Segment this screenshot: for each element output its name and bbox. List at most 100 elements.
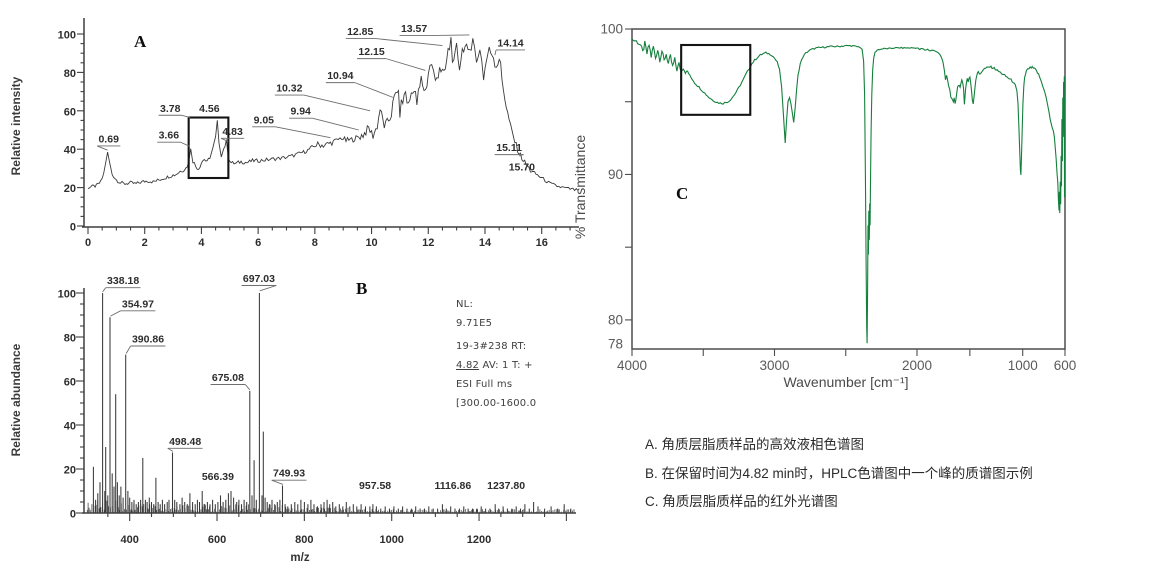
y-tick-label: 60 [64, 106, 76, 118]
x-tick-label: 600 [1054, 358, 1077, 373]
peak-label: 390.86 [132, 334, 164, 346]
x-tick-label: 400 [120, 534, 138, 546]
x-tick-label: 4 [198, 237, 205, 249]
x-tick-label: 1000 [379, 534, 403, 546]
peak-leader-line [312, 117, 359, 131]
peak-leader-line [354, 82, 393, 98]
caption-c: C. 角质层脂质样品的红外光谱图 [645, 494, 838, 509]
peak-label: 15.11 [496, 142, 522, 154]
y-tick-label: 0 [70, 509, 76, 521]
caption-b: B. 在保留时间为4.82 min时，HPLC色谱图中一个峰的质谱图示例 [645, 465, 1033, 481]
chart-c-x-axis-title: Wavenumber [cm⁻¹] [783, 374, 909, 390]
x-tick-label: 6 [255, 237, 261, 249]
figure-captions: A. 角质层脂质样品的高效液相色谱图 B. 在保留时间为4.82 min时，HP… [645, 431, 1033, 517]
panel-letter-b: B [356, 279, 368, 298]
caption-a: A. 角质层脂质样品的高效液相色谱图 [645, 437, 865, 452]
x-tick-label: 16 [536, 237, 548, 249]
peak-leader-line [385, 58, 426, 71]
ms-annotation-line: 4.82 AV: 1 T: + [456, 356, 536, 375]
peak-label: 9.05 [254, 114, 275, 126]
peak-leader-line [428, 34, 470, 37]
y-tick-label: 90 [608, 167, 623, 182]
peak-leader-line [96, 145, 108, 151]
y-tick-label: 100 [58, 30, 76, 42]
y-tick-label: 80 [64, 68, 76, 80]
peak-label: 3.66 [159, 130, 180, 142]
y-tick-label: 60 [64, 377, 76, 389]
panel-letter-c: C [676, 184, 689, 203]
peak-label: 9.94 [290, 106, 311, 118]
peak-label: 957.58 [359, 480, 391, 492]
panel-letter-a: A [134, 32, 147, 51]
peak-label: 4.83 [222, 126, 243, 138]
peak-leader-line [259, 285, 277, 292]
ms-annotation-line: [300.00-1600.0 [456, 398, 537, 409]
x-tick-label: 600 [208, 534, 226, 546]
peak-label: 675.08 [212, 372, 244, 384]
plot-frame [631, 28, 1066, 350]
spectrum-trace [87, 37, 579, 192]
spectrum-trace [631, 38, 1066, 344]
ms-annotation-line: 19-3#238 RT: [456, 341, 527, 352]
panel-a-hplc-chart: 0 2 4 6 8 10 12 14 16 0 20 40 60 80 100 0.69 3.66 3.78 4.5… [58, 18, 579, 249]
y-tick-label: 100 [600, 22, 623, 37]
peak-label: 12.15 [358, 46, 384, 58]
peak-label: 566.39 [202, 471, 234, 483]
peak-leader-line [271, 479, 284, 485]
y-tick-label: 100 [58, 289, 76, 301]
peak-leader-line [494, 49, 497, 56]
peak-leader-line [102, 287, 107, 293]
ms-annotation-line: 9.71E5 [456, 318, 493, 329]
peak-label: 15.70 [509, 161, 535, 173]
ms-annotation-line-rest: AV: 1 T: + [479, 360, 533, 371]
y-tick-label: 40 [64, 421, 76, 433]
peak-leader-line [110, 310, 121, 317]
peak-label: 338.18 [107, 275, 139, 287]
peak-leader-line [244, 384, 251, 391]
peak-leader-line [125, 345, 132, 354]
peak-label: 14.14 [497, 37, 523, 49]
x-tick-label: 0 [85, 237, 91, 249]
y-tick-label: 20 [64, 465, 76, 477]
ms-scan-annotation: NL: 9.71E5 19-3#238 RT: 4.82 AV: 1 T: + … [456, 295, 536, 413]
peak-label: 1237.80 [487, 480, 525, 492]
y-tick-label: 20 [64, 183, 76, 195]
peak-leader-line [180, 141, 190, 147]
x-tick-label: 3000 [759, 358, 789, 373]
x-tick-label: 14 [479, 237, 492, 249]
x-tick-label: 1200 [467, 534, 491, 546]
y-tick-label: 80 [64, 333, 76, 345]
peak-leader-line [181, 114, 191, 118]
peak-label: 4.56 [199, 103, 220, 115]
peak-leader-line [167, 447, 174, 452]
peak-label: 10.94 [327, 70, 353, 82]
peak-leader-line [518, 154, 524, 157]
zoom-region-box [187, 116, 230, 180]
ms-annotation-line: NL: [456, 299, 474, 310]
x-tick-label: 10 [365, 237, 377, 249]
peak-label: 749.93 [273, 468, 305, 480]
x-tick-label: 4000 [617, 358, 647, 373]
y-tick-label: 40 [64, 145, 76, 157]
y-tick-label: 0 [70, 222, 76, 234]
peak-label: 3.78 [160, 103, 181, 115]
x-tick-label: 1000 [1008, 358, 1038, 373]
peak-label: 498.48 [169, 436, 201, 448]
peak-label: 1116.86 [434, 480, 471, 492]
peak-label: 10.32 [276, 83, 302, 95]
chart-a-y-axis-title: Relative intensity [9, 76, 23, 176]
x-tick-label: 8 [312, 237, 318, 249]
x-tick-label: 2000 [902, 358, 932, 373]
peak-leader-line [303, 94, 371, 112]
y-tick-label: 78 [608, 336, 623, 351]
y-tick-label: 80 [608, 312, 623, 327]
peak-leader-line [374, 38, 443, 46]
panel-c-ir-spectrum-chart: 4000 3000 2000 1000 600 100 90 80 78 [600, 22, 1077, 374]
peak-label: 697.03 [243, 273, 275, 285]
peak-label: 12.85 [347, 26, 373, 38]
chart-b-x-axis-title: m/z [290, 552, 310, 564]
ms-annotation-rt-value: 4.82 [456, 360, 480, 371]
ms-annotation-line: ESI Full ms [456, 379, 513, 390]
peak-leader-line [220, 137, 229, 142]
